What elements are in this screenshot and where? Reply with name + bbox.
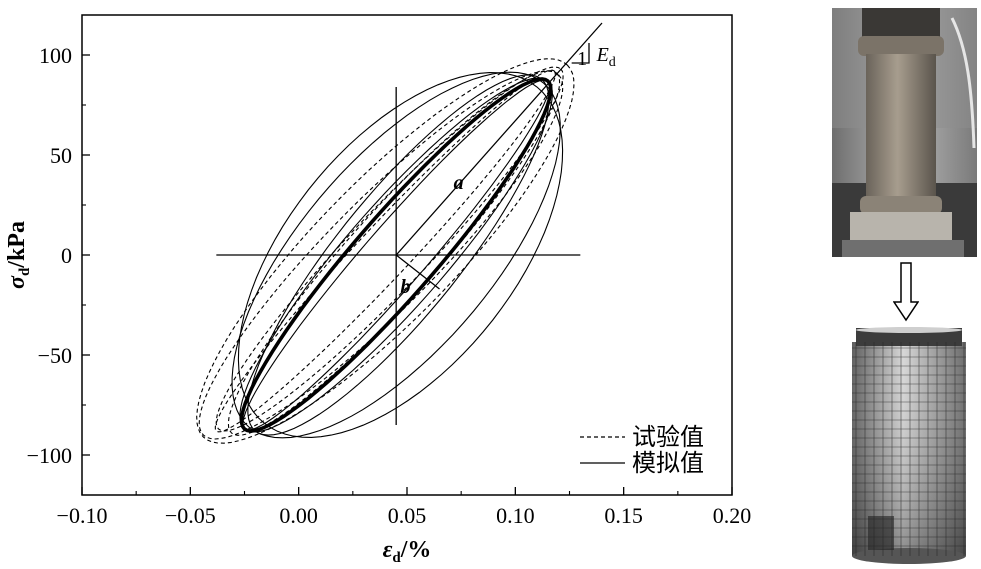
y-tick-label: −100 [27, 443, 72, 468]
legend-label-solid: 模拟值 [632, 450, 704, 477]
loop-dashed [198, 70, 564, 440]
y-axis-unit: /kPa [4, 221, 30, 269]
loop-dashed [214, 69, 556, 433]
y-axis-symbol: σ [4, 275, 30, 289]
annotation-a: a [454, 172, 464, 194]
x-axis-subscript: d [392, 550, 401, 566]
ticks-layer: −0.10 −0.05 0.00 0.05 0.10 0.15 0.20 −100 −50 0 50… [27, 43, 752, 528]
y-tick-label: 50 [50, 143, 72, 168]
x-tick-label: 0.10 [496, 503, 535, 528]
slope-one-label: 1 [577, 48, 587, 70]
slope-triangle [571, 43, 590, 64]
loops-layer [196, 58, 575, 444]
loop-dashed [227, 70, 561, 436]
loop-solid [239, 77, 553, 433]
loop-solid [231, 71, 561, 439]
x-axis-symbol: ε [383, 537, 393, 563]
y-tick-label: 100 [39, 43, 72, 68]
x-axis-unit: /% [400, 537, 432, 563]
modulus-label: Ed [596, 44, 616, 70]
down-arrow-icon [893, 262, 919, 322]
loop-dashed [215, 66, 564, 432]
x-tick-label: 0.20 [713, 503, 752, 528]
specimen-photo-art [832, 8, 977, 257]
x-tick-label: 0.00 [279, 503, 318, 528]
loop-dashed [196, 58, 575, 444]
legend-label-dashed: 试验值 [632, 424, 704, 451]
y-tick-label: 0 [61, 243, 72, 268]
y-axis-title: σd/kPa [4, 221, 33, 289]
y-axis-subscript: d [17, 267, 33, 276]
legend: 试验值 模拟值 [580, 424, 704, 477]
x-tick-label: 0.15 [604, 503, 643, 528]
modulus-subscript: d [609, 55, 616, 70]
x-tick-label: 0.05 [388, 503, 427, 528]
modulus-symbol: E [596, 44, 609, 66]
loop-solid [237, 72, 564, 438]
fe-mesh-image [852, 327, 966, 564]
modulus-line [395, 22, 603, 256]
x-tick-label: −0.05 [165, 503, 216, 528]
y-tick-label: −50 [38, 343, 72, 368]
minor-axis-line [395, 254, 440, 290]
annotation-b: b [401, 276, 411, 298]
x-tick-label: −0.10 [57, 503, 108, 528]
specimen-photo [832, 8, 977, 257]
x-axis-title: εd/% [383, 537, 432, 566]
center-lines [216, 22, 603, 425]
